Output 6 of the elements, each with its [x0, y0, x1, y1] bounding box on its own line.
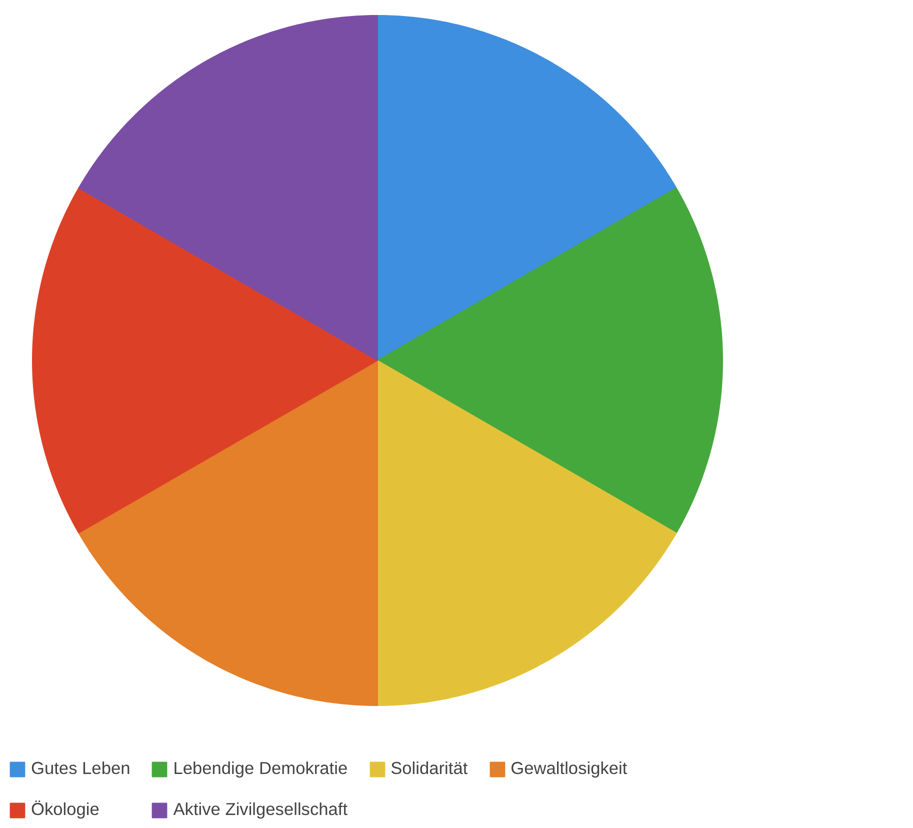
legend-label: Solidarität	[390, 758, 468, 779]
legend-label: Gutes Leben	[31, 758, 130, 779]
legend-label: Lebendige Demokratie	[173, 758, 348, 779]
legend-label: Gewaltlosigkeit	[510, 758, 628, 779]
legend-label: Ökologie	[31, 799, 100, 820]
legend-label: Aktive Zivilgesellschaft	[173, 799, 348, 820]
